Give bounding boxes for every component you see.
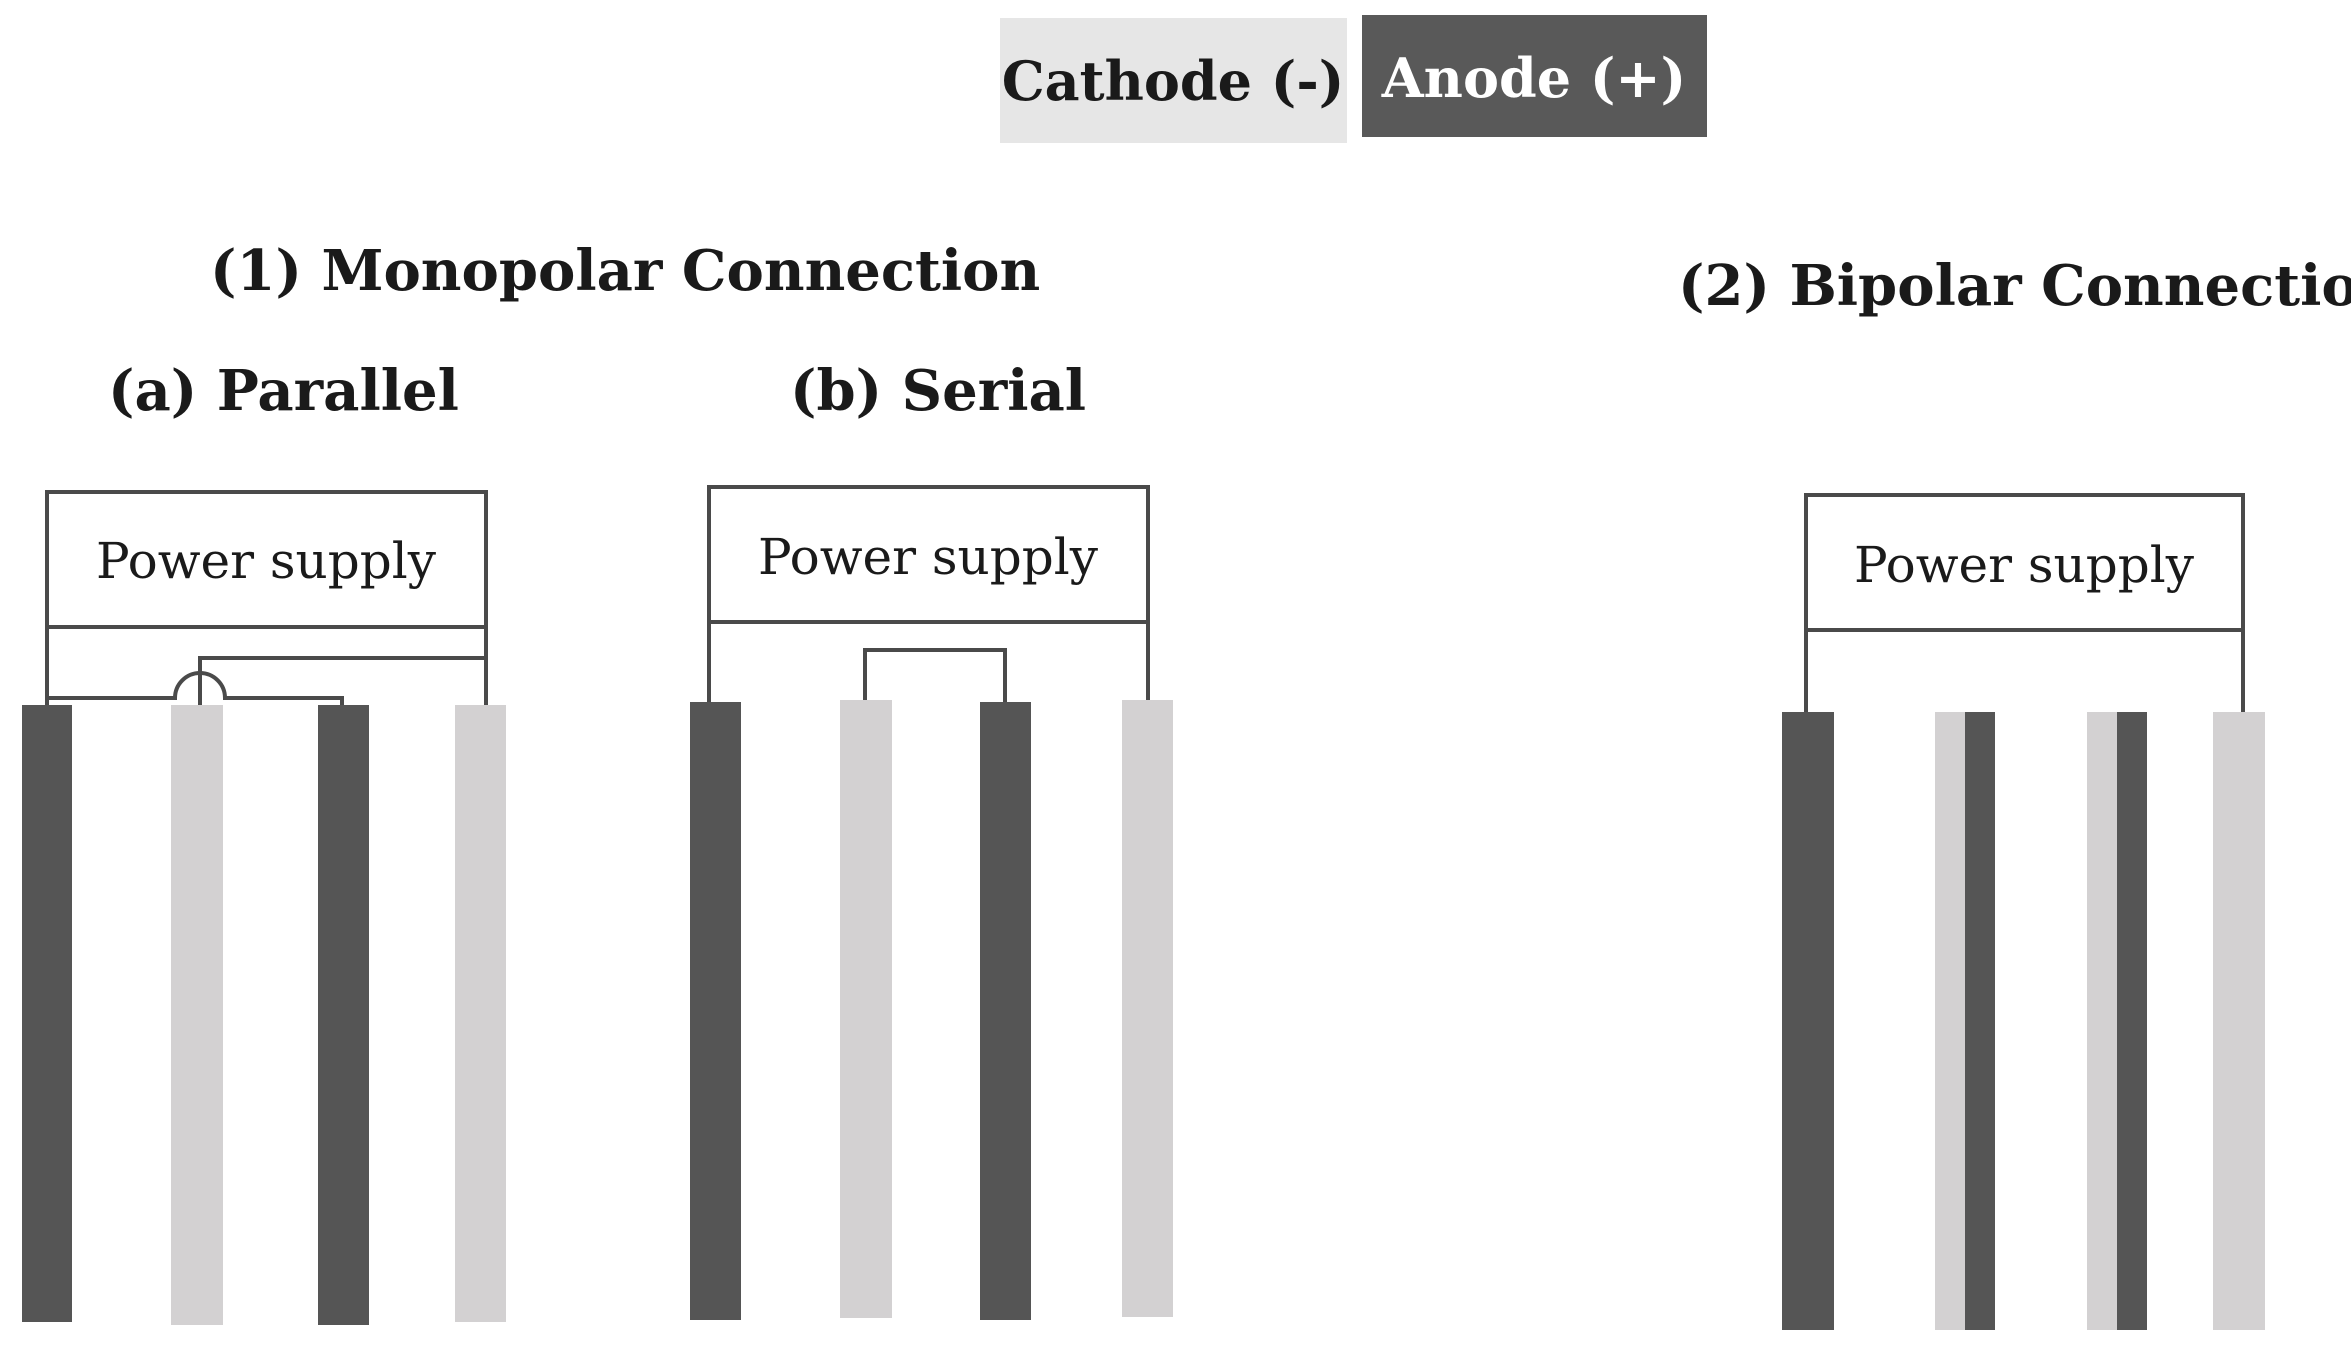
serial-diagram: Power supply — [690, 485, 1173, 1320]
bipolar-title: (2) Bipolar Connection — [1678, 253, 2351, 319]
parallel-electrode-anode-1 — [22, 705, 72, 1322]
legend-cathode-swatch — [1000, 18, 1347, 143]
bipolar-outer-wire — [1804, 630, 2245, 712]
bipolar-power-supply-box — [1804, 493, 2245, 632]
serial-electrode-anode-2 — [980, 702, 1031, 1320]
monopolar-title: (1) Monopolar Connection — [210, 238, 1040, 304]
serial-electrode-cathode-1 — [840, 700, 892, 1318]
bipolar-electrode-cathode-end — [2213, 712, 2265, 1330]
parallel-electrode-cathode-1 — [171, 705, 223, 1325]
parallel-title: (a) Parallel — [108, 358, 459, 424]
bipolar-power-supply-label: Power supply — [1854, 536, 2195, 594]
bipolar-electrode-anode-end — [1782, 712, 1834, 1330]
parallel-electrode-anode-2 — [318, 705, 369, 1325]
parallel-anode-bus — [198, 656, 486, 705]
serial-title: (b) Serial — [790, 358, 1086, 424]
legend: Cathode (-) Anode (+) — [1000, 15, 1707, 143]
legend-anode-swatch — [1362, 15, 1707, 137]
serial-electrode-cathode-2 — [1122, 700, 1173, 1317]
bipolar-electrode-mid-2-cathode-face — [2087, 712, 2117, 1330]
parallel-diagram: Power supply — [22, 490, 506, 1325]
parallel-cathode-bus — [47, 671, 344, 705]
serial-power-supply-box — [707, 485, 1150, 624]
parallel-power-supply-label: Power supply — [96, 532, 437, 590]
bipolar-electrode-mid-2-anode-face — [2117, 712, 2147, 1330]
serial-outer-wire — [707, 622, 1150, 702]
legend-anode-label: Anode (+) — [1381, 46, 1686, 110]
bipolar-electrode-mid-1-cathode-face — [1935, 712, 1965, 1330]
serial-bridge-wire — [863, 648, 1007, 702]
bipolar-diagram: Power supply — [1782, 493, 2265, 1330]
parallel-power-supply-box — [45, 490, 488, 629]
serial-electrode-anode-1 — [690, 702, 741, 1320]
parallel-outer-wire — [45, 627, 488, 705]
serial-power-supply-label: Power supply — [758, 528, 1099, 586]
bipolar-electrode-mid-1-anode-face — [1965, 712, 1995, 1330]
parallel-electrode-cathode-2 — [455, 705, 506, 1322]
legend-cathode-label: Cathode (-) — [1002, 49, 1345, 113]
